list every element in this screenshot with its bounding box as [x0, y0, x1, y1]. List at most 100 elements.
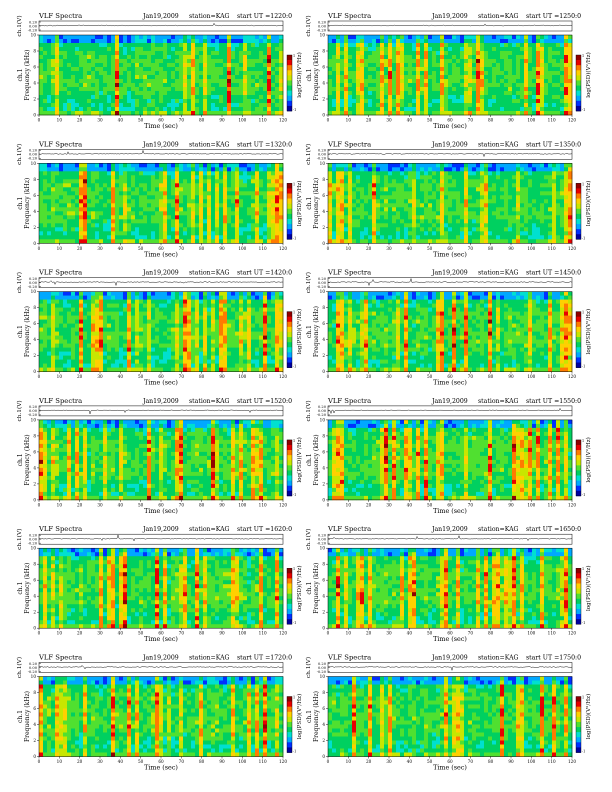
heatmap-cell [123, 231, 128, 236]
heatmap-cell [83, 215, 88, 220]
heatmap-cell [91, 239, 96, 244]
heatmap-cell [476, 183, 481, 188]
heatmap-cell [119, 99, 124, 104]
heatmap-cell [516, 71, 521, 76]
heatmap-cell [95, 211, 100, 216]
heatmap-cell [392, 71, 397, 76]
heatmap-cell [115, 103, 120, 108]
heatmap-cell [63, 207, 68, 212]
heatmap-cell [99, 171, 104, 176]
heatmap-cell [400, 67, 405, 72]
heatmap-cell [384, 99, 389, 104]
heatmap-cell [376, 83, 381, 88]
heatmap-cell [155, 231, 160, 236]
heatmap-cell [123, 211, 128, 216]
heatmap-cell [336, 39, 341, 44]
heatmap-cell [167, 195, 172, 200]
heatmap-cell [219, 103, 224, 108]
heatmap-cell [516, 43, 521, 48]
heatmap-cell [127, 67, 132, 72]
colorbar-segment [287, 224, 292, 230]
heatmap-cell [55, 83, 60, 88]
heatmap-cell [243, 35, 248, 40]
heatmap-cell [55, 87, 60, 92]
heatmap-cell [484, 223, 489, 228]
heatmap-cell [279, 171, 284, 176]
heatmap-cell [368, 99, 373, 104]
heatmap-cell [275, 43, 280, 48]
heatmap-cell [336, 43, 341, 48]
heatmap-cell [388, 71, 393, 76]
heatmap-cell [199, 239, 204, 244]
heatmap-cell [356, 79, 361, 84]
y-axis-label: Frequency (kHz) [313, 49, 320, 100]
heatmap-cell [39, 39, 44, 44]
heatmap-cell [436, 99, 441, 104]
heatmap-cell [83, 95, 88, 100]
x-tick-label: 80 [199, 118, 205, 123]
heatmap-cell [464, 71, 469, 76]
heatmap-cell [263, 211, 268, 216]
heatmap-cell [259, 207, 264, 212]
heatmap-cell [428, 35, 433, 40]
heatmap-cell [520, 183, 525, 188]
heatmap-cell [187, 91, 192, 96]
heatmap-cell [43, 211, 48, 216]
heatmap-cell [275, 63, 280, 68]
heatmap-cell [79, 187, 84, 192]
heatmap-cell [235, 167, 240, 172]
heatmap-cell [247, 107, 252, 112]
heatmap-cell [528, 239, 533, 244]
heatmap-cell [500, 55, 505, 60]
heatmap-cell [231, 235, 236, 240]
heatmap-cell [500, 199, 505, 204]
heatmap-cell [344, 215, 349, 220]
heatmap-cell [163, 183, 168, 188]
heatmap-cell [55, 111, 60, 116]
heatmap-cell [231, 103, 236, 108]
heatmap-cell [464, 239, 469, 244]
heatmap-cell [227, 203, 232, 208]
heatmap-cell [388, 191, 393, 196]
heatmap-cell [267, 67, 272, 72]
heatmap-cell [135, 67, 140, 72]
heatmap-cell [492, 223, 497, 228]
heatmap-cell [215, 51, 220, 56]
heatmap-cell [207, 103, 212, 108]
y-tick-label: 10 [31, 33, 37, 38]
heatmap-cell [51, 71, 56, 76]
heatmap-cell [199, 235, 204, 240]
heatmap-cell [243, 91, 248, 96]
heatmap-cell [424, 235, 429, 240]
heatmap-cell [448, 99, 453, 104]
heatmap-cell [440, 211, 445, 216]
heatmap-cell [195, 227, 200, 232]
heatmap-cell [183, 207, 188, 212]
heatmap-cell [91, 179, 96, 184]
heatmap-cell [500, 195, 505, 200]
heatmap-cell [464, 199, 469, 204]
heatmap-cell [460, 235, 465, 240]
heatmap-cell [263, 191, 268, 196]
heatmap-cell [99, 75, 104, 80]
heatmap-cell [560, 59, 565, 64]
heatmap-cell [476, 83, 481, 88]
heatmap-cell [67, 187, 72, 192]
heatmap-cell [448, 79, 453, 84]
heatmap-cell [239, 99, 244, 104]
heatmap-cell [67, 59, 72, 64]
heatmap-cell [255, 215, 260, 220]
heatmap-cell [135, 211, 140, 216]
colorbar-label: log(PSD)(V²/Hz) [296, 181, 303, 227]
heatmap-cell [91, 227, 96, 232]
heatmap-cell [203, 215, 208, 220]
heatmap-cell [496, 203, 501, 208]
heatmap-cell [159, 163, 164, 168]
heatmap-cell [179, 179, 184, 184]
x-tick-label: 50 [427, 118, 433, 123]
heatmap-cell [127, 171, 132, 176]
heatmap-cell [492, 111, 497, 116]
heatmap-cell [340, 239, 345, 244]
heatmap-cell [460, 211, 465, 216]
heatmap-cell [131, 79, 136, 84]
